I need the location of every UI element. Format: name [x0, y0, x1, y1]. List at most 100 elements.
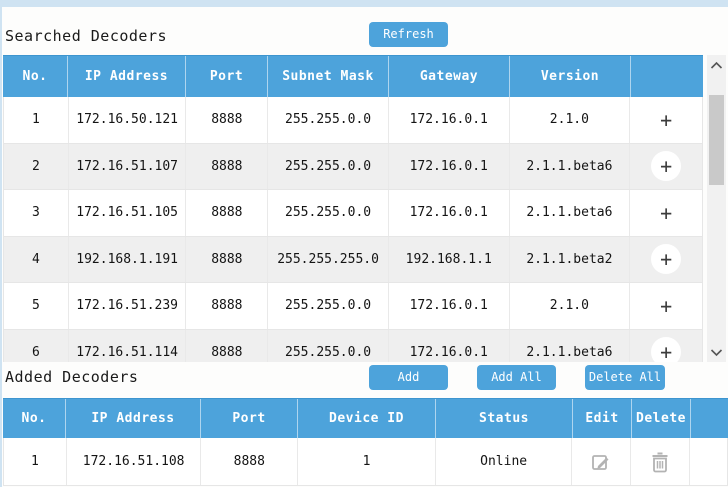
add-decoder-button[interactable]: + [651, 151, 682, 182]
cell-no: 5 [31, 298, 40, 314]
cell-version: 2.1.1.beta6 [508, 190, 630, 236]
table-row: 1 172.16.50.121 8888 255.255.0.0 172.16.… [4, 97, 702, 144]
added-table-header: No. IP Address Port Device ID Status Edi… [3, 398, 728, 438]
cell-port: 8888 [185, 190, 267, 236]
delete-all-button[interactable]: Delete All [585, 365, 665, 390]
add-decoder-button[interactable]: + [651, 244, 682, 275]
plus-icon: + [660, 247, 673, 272]
refresh-button[interactable]: Refresh [369, 22, 448, 47]
column-header-port: Port [200, 399, 297, 438]
cell-no: 4 [31, 251, 40, 267]
cell-port: 8888 [200, 438, 297, 485]
cell-version: 2.1.1.beta2 [508, 236, 630, 282]
searched-table-body: 1 172.16.50.121 8888 255.255.0.0 172.16.… [3, 97, 703, 362]
cell-subnet-mask: 255.255.255.0 [267, 236, 388, 282]
table-row: 5 172.16.51.239 8888 255.255.0.0 172.16.… [4, 283, 702, 330]
searched-table-header: No. IP Address Port Subnet Mask Gateway … [3, 55, 703, 97]
scroll-down-button[interactable] [707, 342, 726, 362]
trash-icon [652, 452, 668, 472]
column-header-add [630, 56, 703, 97]
searched-decoders-table: No. IP Address Port Subnet Mask Gateway … [3, 55, 703, 362]
plus-icon: + [660, 200, 673, 225]
vertical-scrollbar[interactable] [707, 55, 726, 362]
cell-status: Online [434, 438, 572, 485]
cell-no: 1 [31, 112, 40, 128]
edit-decoder-button[interactable] [588, 449, 614, 475]
add-decoder-button[interactable]: + [651, 291, 681, 321]
table-row: 1 172.16.51.108 8888 1 Online [4, 438, 727, 486]
column-header-edit: Edit [572, 399, 631, 438]
left-accent-strip [0, 0, 2, 487]
plus-icon: + [660, 293, 673, 318]
cell-subnet-mask: 255.255.0.0 [267, 329, 388, 362]
column-header-delete: Delete [631, 399, 690, 438]
column-header-status: Status [435, 399, 572, 438]
cell-gateway: 172.16.0.1 [387, 283, 509, 329]
cell-port: 8888 [185, 283, 267, 329]
chevron-up-icon [710, 61, 723, 69]
column-header-spacer [690, 399, 728, 438]
cell-version: 2.1.0 [508, 97, 630, 143]
plus-icon: + [660, 107, 673, 132]
cell-no: 3 [31, 205, 40, 221]
cell-no: 1 [31, 454, 39, 469]
cell-version: 2.1.1.beta6 [508, 329, 630, 362]
cell-device-id: 1 [297, 438, 435, 485]
table-row: 6 172.16.51.114 8888 255.255.0.0 172.16.… [4, 329, 702, 362]
table-row: 2 172.16.51.107 8888 255.255.0.0 172.16.… [4, 143, 702, 190]
added-table-body: 1 172.16.51.108 8888 1 Online [3, 438, 728, 486]
searched-decoders-title: Searched Decoders [5, 27, 168, 45]
added-decoders-title: Added Decoders [5, 368, 139, 386]
cell-gateway: 172.16.0.1 [387, 143, 509, 189]
cell-gateway: 192.168.1.1 [387, 236, 509, 282]
cell-no: 6 [31, 344, 40, 360]
cell-port: 8888 [185, 236, 267, 282]
added-decoders-table: No. IP Address Port Device ID Status Edi… [3, 398, 728, 486]
cell-subnet-mask: 255.255.0.0 [267, 97, 388, 143]
scrollbar-thumb[interactable] [709, 95, 724, 185]
cell-version: 2.1.0 [508, 283, 630, 329]
column-header-subnet-mask: Subnet Mask [267, 56, 388, 97]
cell-gateway: 172.16.0.1 [387, 97, 509, 143]
add-decoder-button[interactable]: + [651, 105, 681, 135]
table-row: 4 192.168.1.191 8888 255.255.255.0 192.1… [4, 236, 702, 283]
column-header-version: Version [509, 56, 630, 97]
scroll-up-button[interactable] [707, 55, 726, 75]
cell-gateway: 172.16.0.1 [387, 329, 509, 362]
add-decoder-button[interactable]: + [651, 337, 682, 362]
cell-ip-address: 172.16.50.121 [67, 97, 186, 143]
add-decoder-button[interactable]: + [651, 198, 681, 228]
cell-port: 8888 [185, 143, 267, 189]
edit-pencil-icon [592, 454, 609, 470]
column-header-port: Port [185, 56, 267, 97]
cell-subnet-mask: 255.255.0.0 [267, 143, 388, 189]
column-header-device-id: Device ID [297, 399, 435, 438]
cell-subnet-mask: 255.255.0.0 [267, 283, 388, 329]
cell-ip-address: 172.16.51.108 [65, 438, 201, 485]
column-header-no: No. [22, 69, 48, 84]
cell-no: 2 [31, 158, 40, 174]
cell-port: 8888 [185, 97, 267, 143]
cell-spacer [689, 438, 727, 485]
add-button[interactable]: Add [369, 365, 448, 390]
column-header-ip-address: IP Address [65, 399, 200, 438]
column-header-ip-address: IP Address [67, 56, 185, 97]
delete-decoder-button[interactable] [647, 449, 673, 475]
cell-ip-address: 172.16.51.114 [67, 329, 186, 362]
cell-ip-address: 172.16.51.107 [67, 143, 186, 189]
cell-ip-address: 172.16.51.105 [67, 190, 186, 236]
table-row: 3 172.16.51.105 8888 255.255.0.0 172.16.… [4, 190, 702, 237]
top-accent-bar [0, 0, 728, 7]
column-header-no: No. [21, 411, 47, 426]
cell-ip-address: 192.168.1.191 [67, 236, 186, 282]
column-header-gateway: Gateway [388, 56, 509, 97]
chevron-down-icon [710, 348, 723, 356]
cell-ip-address: 172.16.51.239 [67, 283, 186, 329]
plus-icon: + [660, 154, 673, 179]
add-all-button[interactable]: Add All [477, 365, 556, 390]
cell-gateway: 172.16.0.1 [387, 190, 509, 236]
cell-port: 8888 [185, 329, 267, 362]
cell-version: 2.1.1.beta6 [508, 143, 630, 189]
plus-icon: + [660, 340, 673, 362]
